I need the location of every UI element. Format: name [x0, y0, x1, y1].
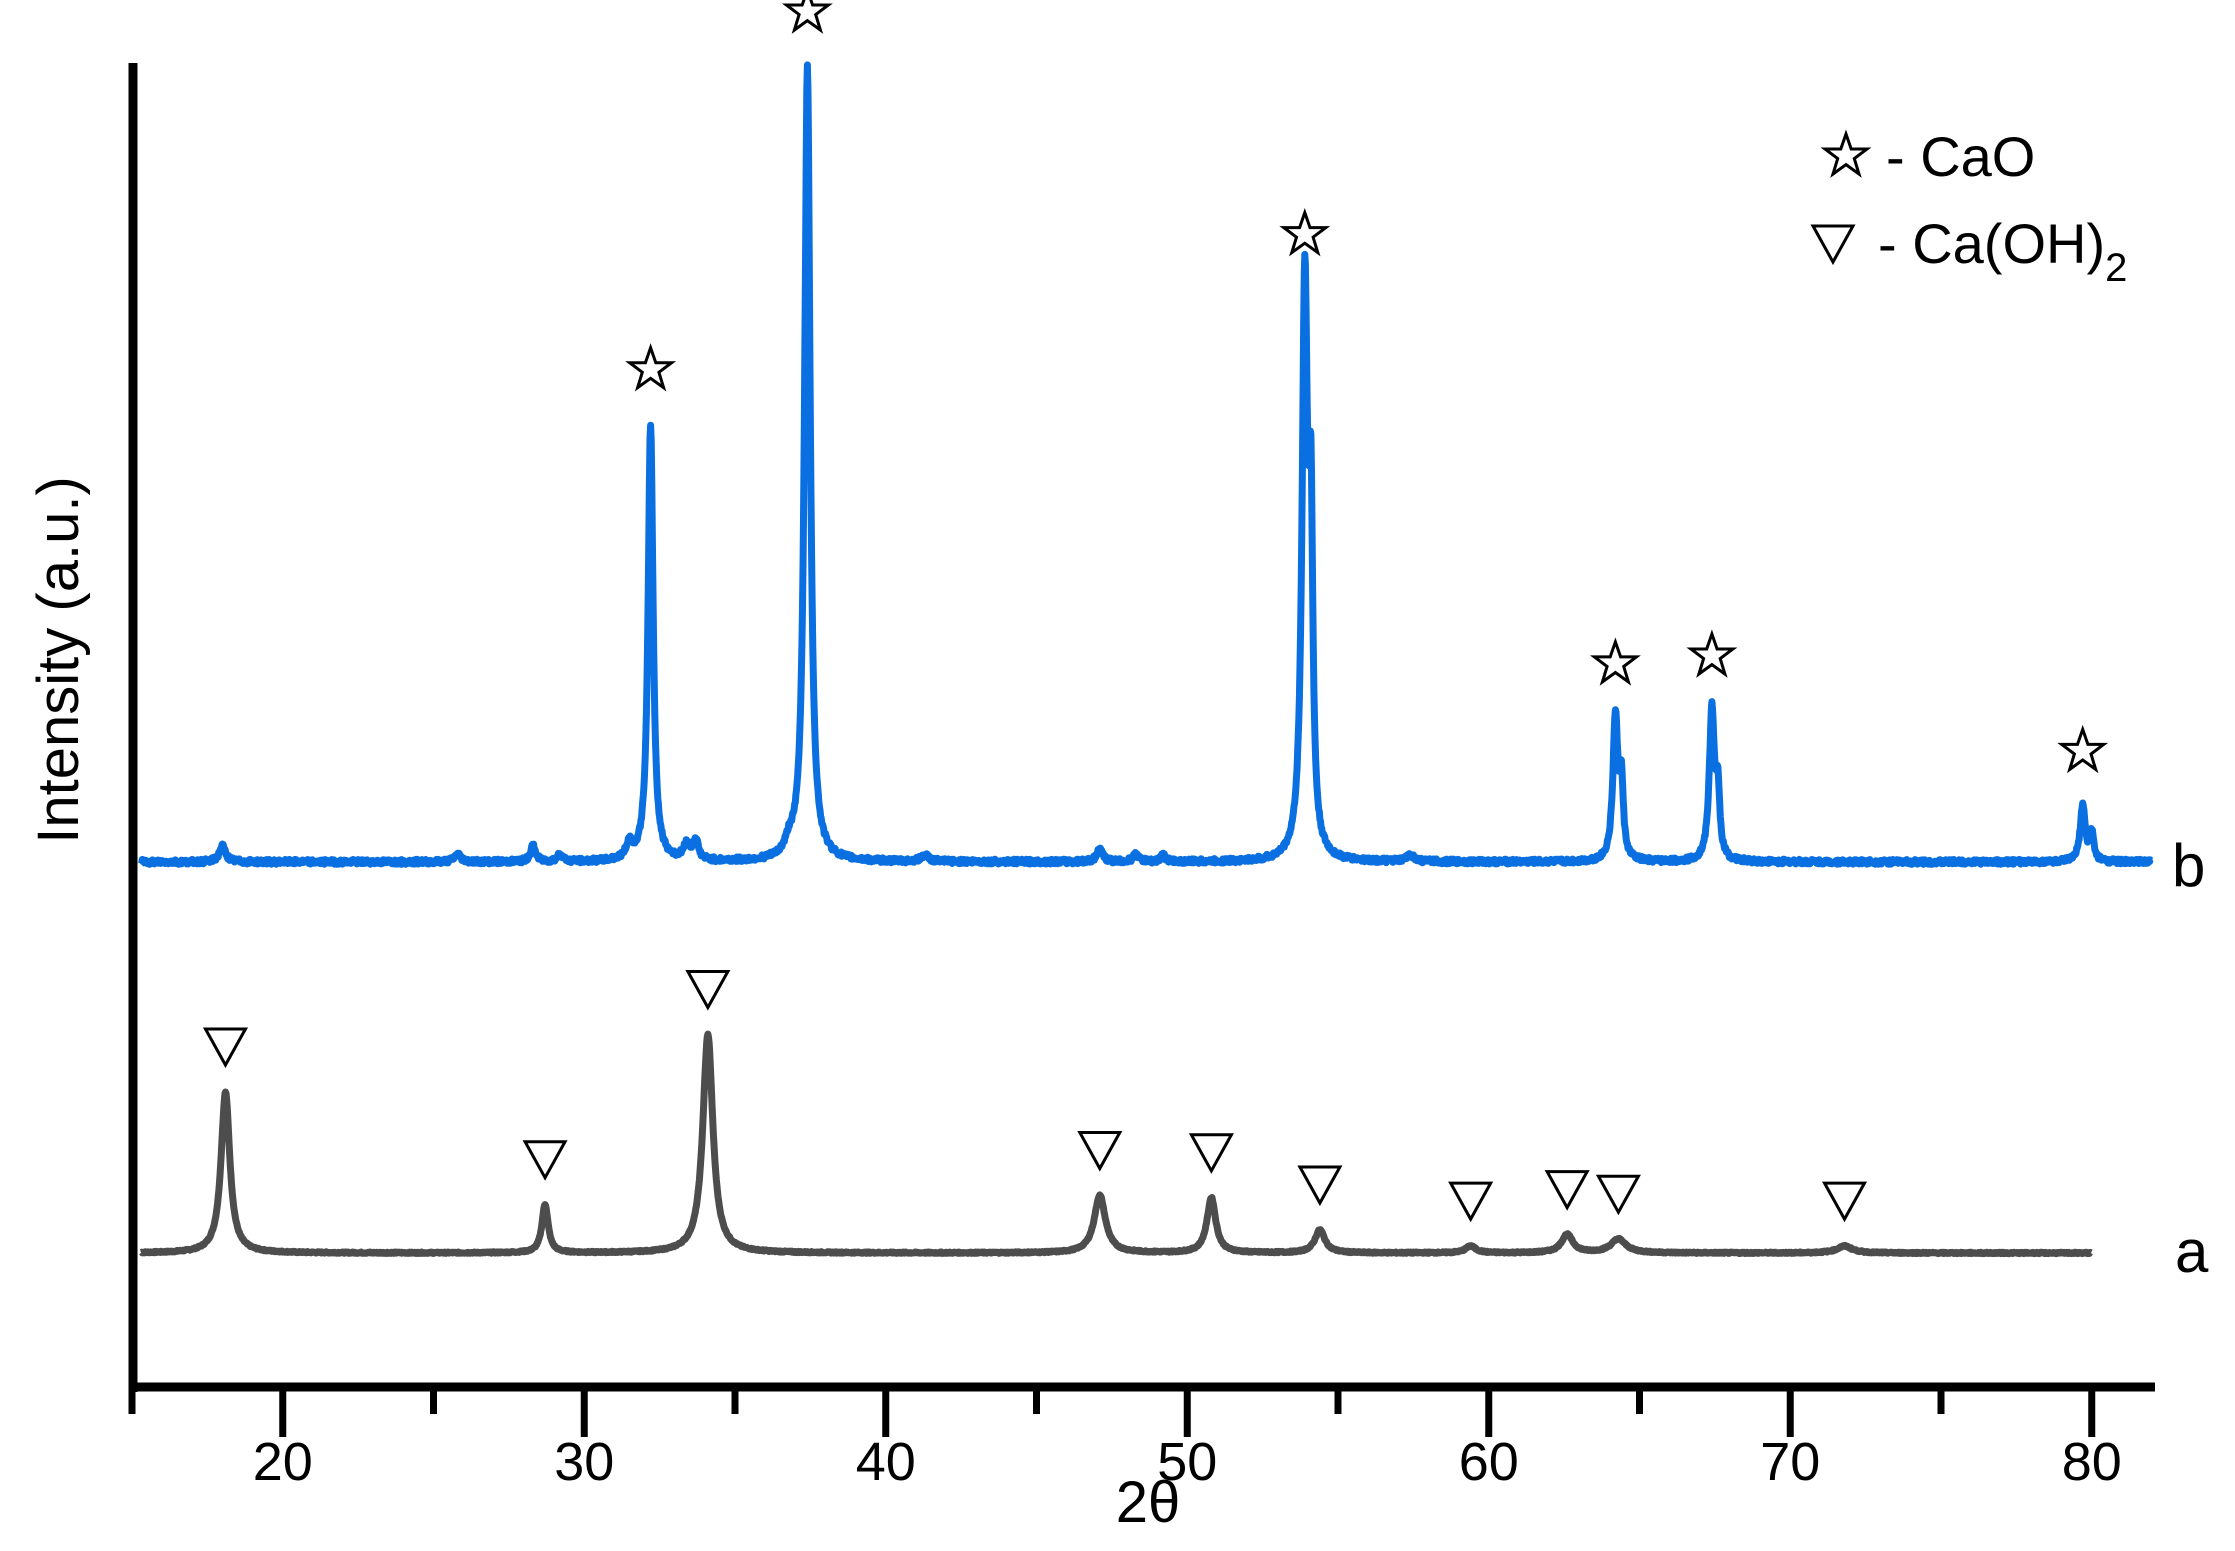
series-a-line: [138, 1030, 2094, 1258]
y-axis-title: Intensity (a.u.): [26, 476, 91, 843]
x-tick-label: 70: [1760, 1432, 1820, 1492]
down-triangle-icon: [202, 1027, 249, 1069]
x-tick-label: 50: [1157, 1432, 1217, 1492]
x-tick-label: 30: [554, 1432, 614, 1492]
down-triangle-icon: [1595, 1174, 1641, 1216]
x-tick-label: 40: [856, 1432, 916, 1492]
x-tick-label: 80: [2062, 1432, 2122, 1492]
series-b-line: [138, 61, 2155, 868]
down-triangle-icon: [1297, 1165, 1343, 1207]
x-tick-label: 20: [253, 1432, 313, 1492]
legend-label-caoh2: - Ca(OH)2: [1878, 212, 2127, 290]
plot-series: [138, 61, 2155, 1258]
legend-label-cao: - CaO: [1886, 125, 2035, 188]
down-triangle-icon: [1544, 1170, 1590, 1211]
star-icon: [2057, 724, 2109, 774]
star-icon: [781, 0, 833, 34]
down-triangle-icon: [1448, 1181, 1494, 1223]
star-icon: [1589, 637, 1641, 686]
legend-label-caoh2-main: - Ca(OH): [1878, 212, 2105, 275]
down-triangle-icon: [1188, 1133, 1234, 1174]
star-icon: [1686, 629, 1738, 678]
down-triangle-icon: [1810, 224, 1856, 266]
down-triangle-icon: [522, 1140, 568, 1181]
x-axis-title: 2θ: [1116, 1470, 1181, 1535]
down-triangle-icon: [1821, 1181, 1868, 1223]
legend-label-caoh2-subscript: 2: [2105, 246, 2127, 290]
x-tick-label: 60: [1459, 1432, 1519, 1492]
down-triangle-icon: [685, 970, 731, 1011]
star-icon: [1279, 208, 1331, 257]
star-icon: [1820, 129, 1872, 178]
series-label-b: b: [2172, 832, 2205, 899]
down-triangle-icon: [1077, 1131, 1123, 1172]
peak-markers: [202, 0, 2109, 1223]
x-ticks: 20 30 40 50 60 70 80: [128, 1387, 2122, 1492]
legend: - CaO - Ca(OH)2: [1810, 125, 2127, 290]
star-icon: [625, 343, 677, 392]
series-label-a: a: [2175, 1218, 2209, 1285]
